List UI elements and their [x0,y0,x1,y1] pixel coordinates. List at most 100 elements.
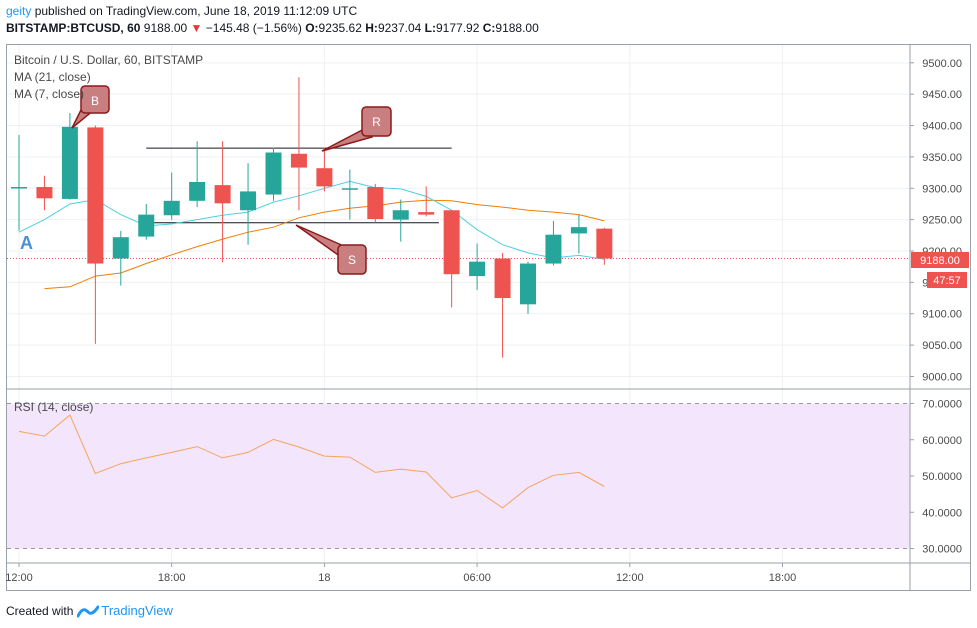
candle-12[interactable] [316,147,333,192]
price-axis[interactable]: 9500.00 9450.00 9400.00 9350.00 9300.00 9250.… [910,58,962,384]
candle-body [61,126,78,199]
candle-body [36,187,53,199]
candle-20[interactable] [520,261,536,314]
candle-body [290,153,307,168]
candle-body [189,182,206,201]
ohlc-header: BITSTAMP:BTCUSD, 60 9188.00 ▼ −145.48 (−… [6,21,539,35]
last-price: 9188.00 [143,21,188,35]
candle-19[interactable] [494,252,511,358]
callout-r-box [361,106,392,137]
tradingview-logo-icon[interactable] [76,604,100,621]
candle-18[interactable] [469,243,486,290]
countdown-tag-bg [927,272,967,288]
rsi-band-fill [7,403,910,549]
candle-8[interactable] [214,141,231,263]
candle-4[interactable] [112,230,129,286]
candles[interactable] [11,77,613,358]
candle-1[interactable] [36,175,53,211]
rsi-series [18,414,605,509]
candle-body [469,261,486,277]
ma7-legend[interactable]: MA (7, close) [14,87,85,101]
rsi-tick-label: 30.0000 [922,544,962,556]
price-tick-label: 9500.00 [922,58,962,70]
price-tick-label: 9450.00 [922,89,962,101]
candle-body [570,227,587,234]
time-tick-label: 18 [318,572,330,584]
countdown-tag: 47:57 [933,275,961,287]
last-price-tag: 9188.00 [920,255,960,267]
low-value: 9177.92 [436,21,480,35]
close-label: C: [482,21,496,35]
symbol-label: BITSTAMP:BTCUSD, 60 [6,21,141,35]
callout-b-box [80,85,110,114]
time-tick-label: 18:00 [769,572,797,584]
time-axis[interactable]: 12:00 18:00 18 06:00 12:00 18:00 [5,563,796,584]
publisher-name[interactable]: geity [6,4,32,18]
rsi-axis[interactable]: 70.0000 60.0000 50.0000 40.0000 30.0000 [910,399,962,556]
annotation-a: A [20,233,33,253]
price-tick-label: 9300.00 [922,183,962,195]
candle-body [87,127,104,264]
moving-averages [18,180,605,290]
candle-0[interactable] [11,134,27,231]
ma21-line [44,199,605,290]
candle-10[interactable] [265,147,282,201]
low-label: L: [424,21,436,35]
candle-body [265,152,282,195]
candle-3[interactable] [87,125,104,344]
candle-9[interactable] [240,163,257,245]
candle-11[interactable] [290,77,307,211]
candle-body [240,191,257,211]
tradingview-brand[interactable]: TradingView [101,603,173,618]
price-tags: 9188.00 47:57 [911,252,969,288]
candle-22[interactable] [570,214,587,254]
candle-7[interactable] [189,141,206,208]
rsi-legend[interactable]: RSI (14, close) [14,400,94,414]
candle-16[interactable] [418,186,435,217]
candle-body [392,210,409,220]
candle-body [418,212,435,215]
candle-body [214,185,231,204]
created-with-text: Created with [6,604,74,618]
time-tick-label: 06:00 [463,572,491,584]
rsi-tick-label: 70.0000 [922,399,962,411]
callout-b-label: B [91,94,99,108]
rsi-tick-label: 40.0000 [922,507,962,519]
candle-15[interactable] [392,199,409,242]
price-change: −145.48 (−1.56%) [205,21,302,35]
outer-border [6,44,971,591]
open-value: 9235.62 [318,21,362,35]
price-tick-label: 9000.00 [922,371,962,383]
candle-body [520,263,536,305]
candle-body [316,168,333,187]
candle-body [112,237,129,259]
candle-body [138,214,155,237]
published-text: published on TradingView.com, June 18, 2… [34,4,358,18]
chart-title: Bitcoin / U.S. Dollar, 60, BITSTAMP [14,53,204,67]
ma21-legend[interactable]: MA (21, close) [14,70,91,84]
chart-frame [6,44,971,591]
candle-21[interactable] [545,220,562,266]
time-tick-label: 12:00 [616,572,644,584]
callout-s-label: S [348,253,356,267]
time-tick-label: 12:00 [5,572,33,584]
candle-23[interactable] [596,227,613,265]
candle-17[interactable] [443,210,460,308]
rsi-tick-label: 50.0000 [922,471,962,483]
rsi-line [18,414,605,509]
rsi-band [7,403,910,549]
candle-6[interactable] [163,172,180,220]
price-tick-label: 9100.00 [922,309,962,321]
candle-5[interactable] [138,203,155,240]
candle-2[interactable] [61,113,78,200]
candle-13[interactable] [341,169,358,220]
candle-14[interactable] [367,183,384,223]
time-tick-label: 18:00 [158,572,186,584]
last-price-tag-bg [911,252,969,268]
candle-body [163,200,180,216]
open-label: O: [305,21,319,35]
price-tick-label: 9350.00 [922,152,962,164]
high-label: H: [365,21,378,35]
price-tick-label: 9250.00 [922,215,962,227]
